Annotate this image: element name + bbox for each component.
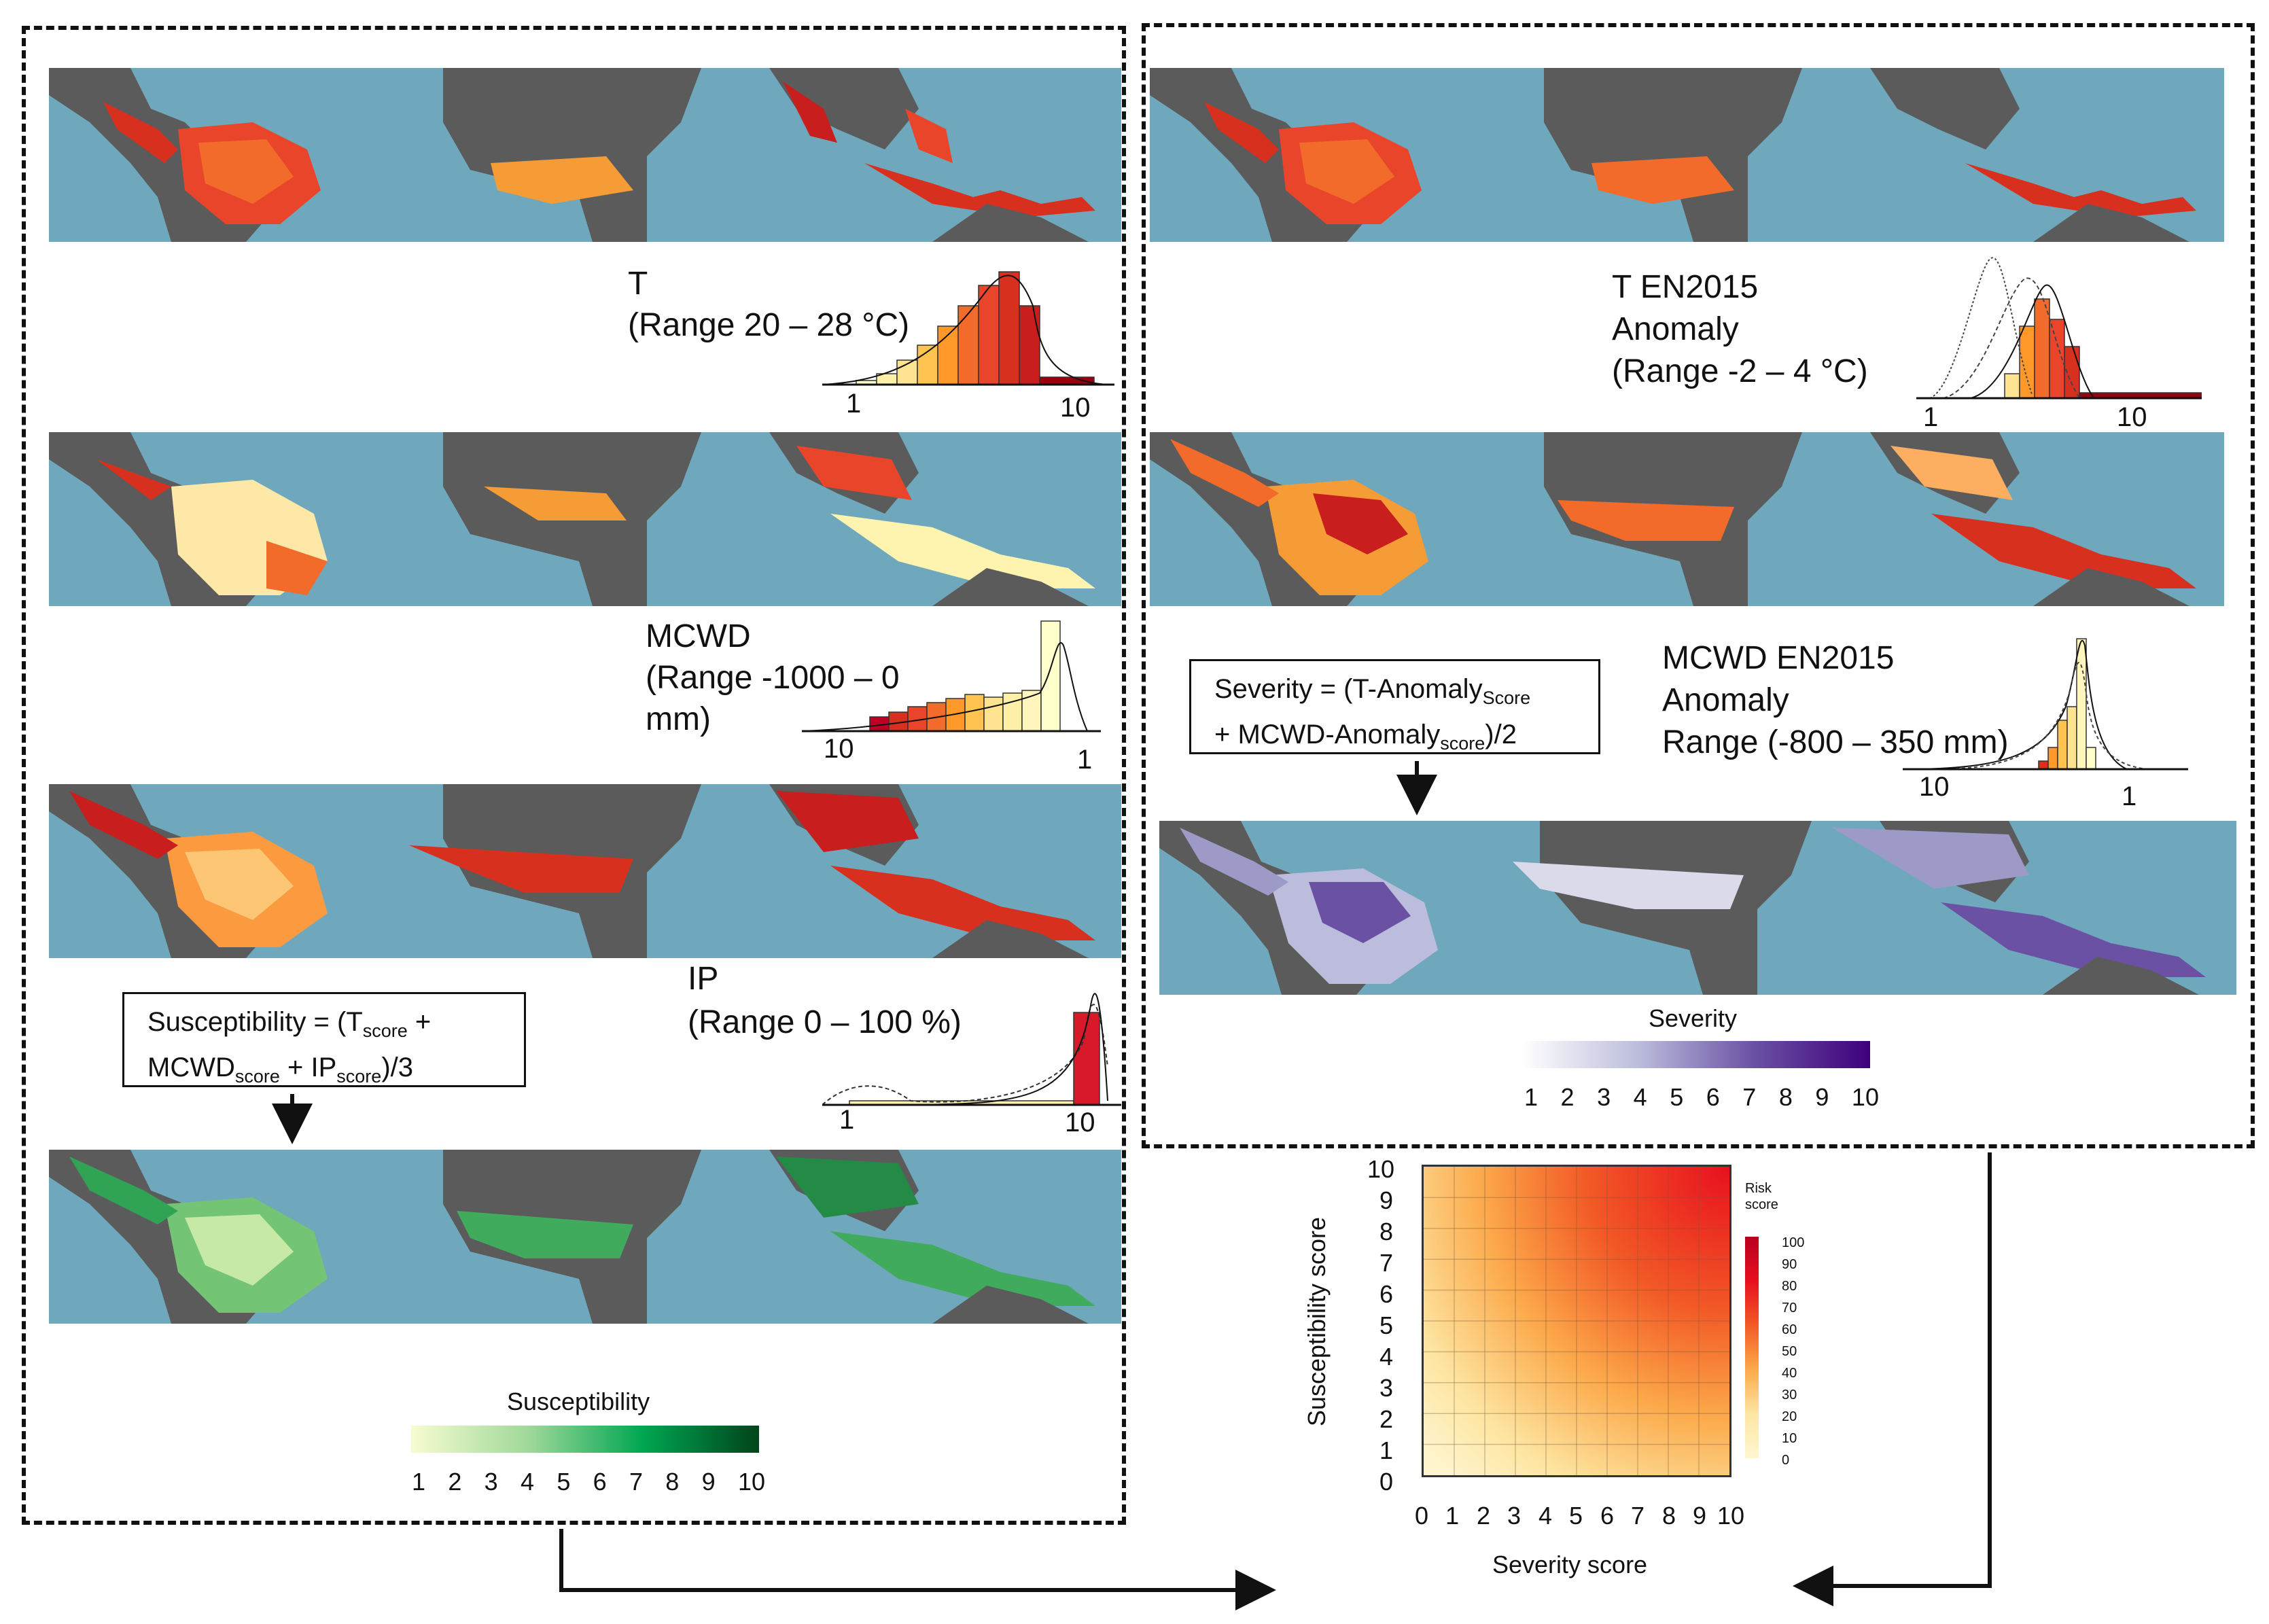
arrow-severity-to-risk: [1793, 1152, 1992, 1606]
map-temperature: [49, 68, 1121, 242]
ip-range: (Range 0 – 100 %): [688, 1004, 962, 1040]
susceptibility-legend-title: Susceptibility: [507, 1388, 650, 1415]
risk-x-tick: 10: [1717, 1502, 1745, 1530]
risk-legend-tick: 30: [1782, 1388, 1797, 1402]
mcwd-anom-line2: Anomaly: [1662, 682, 1789, 718]
susceptibility-formula: Susceptibility = (Tscore + MCWDscore + I…: [122, 992, 526, 1087]
risk-legend-title-1: Risk: [1745, 1181, 1772, 1196]
risk-x-tick: 7: [1631, 1502, 1645, 1530]
mcwd-anom-range: Range (-800 – 350 mm): [1662, 724, 2009, 760]
risk-x-tick: 9: [1693, 1502, 1707, 1530]
risk-y-tick: 5: [1379, 1311, 1394, 1339]
map-mcwd: [49, 432, 1121, 606]
t-title: T: [628, 266, 648, 302]
risk-y-tick: 1: [1379, 1436, 1394, 1464]
risk-legend-tick: 70: [1782, 1301, 1797, 1316]
map-t-anomaly: [1150, 68, 2224, 242]
risk-legend-tick: 80: [1782, 1279, 1797, 1294]
t-anom-histogram: [1916, 251, 2202, 401]
mcwd-anom-tick-low: 10: [1919, 772, 1950, 802]
susceptibility-panel: [22, 26, 1126, 1525]
ip-tick-low: 1: [839, 1105, 855, 1135]
severity-panel: [1142, 23, 2255, 1148]
severity-formula: Severity = (T-AnomalyScore + MCWD-Anomal…: [1189, 659, 1600, 754]
ip-tick-high: 10: [1065, 1108, 1095, 1137]
t-anom-tick-low: 1: [1923, 402, 1939, 432]
risk-x-tick: 1: [1445, 1502, 1460, 1530]
risk-legend-tick: 20: [1782, 1409, 1797, 1424]
risk-x-tick: 4: [1538, 1502, 1553, 1530]
severity-legend-numbers: 1 2 3 4 5 6 7 8 9 10: [1524, 1083, 1879, 1111]
mcwd-anom-tick-high: 1: [2122, 781, 2137, 811]
risk-y-tick: 0: [1379, 1468, 1394, 1496]
risk-y-tick: 2: [1379, 1405, 1394, 1433]
risk-legend-tick: 50: [1782, 1344, 1797, 1359]
risk-x-tick: 8: [1662, 1502, 1676, 1530]
severity-legend-title: Severity: [1649, 1004, 1738, 1032]
risk-legend-tick: 0: [1782, 1453, 1790, 1468]
t-anom-line2: Anomaly: [1612, 311, 1739, 347]
t-anom-title: T EN2015: [1612, 269, 1759, 305]
map-susceptibility: [49, 1150, 1121, 1324]
t-tick-low: 1: [846, 389, 862, 419]
mcwd-anom-histogram: [1903, 625, 2188, 775]
risk-y-title: Susceptibility score: [1303, 1216, 1331, 1427]
risk-x-tick: 2: [1477, 1502, 1491, 1530]
risk-legend-tick: 10: [1782, 1431, 1797, 1446]
mcwd-range-1: (Range -1000 – 0: [646, 660, 900, 696]
risk-x-tick: 5: [1569, 1502, 1583, 1530]
t-anom-range: (Range -2 – 4 °C): [1612, 353, 1868, 389]
risk-legend-tick: 90: [1782, 1257, 1797, 1272]
t-range: (Range 20 – 28 °C): [628, 307, 910, 343]
mcwd-tick-low: 10: [824, 734, 854, 764]
risk-y-tick: 9: [1379, 1186, 1394, 1214]
severity-legend-bar: [1522, 1041, 1870, 1068]
map-severity: [1159, 821, 2236, 995]
susceptibility-legend-bar: [411, 1426, 759, 1453]
risk-x-tick: 3: [1507, 1502, 1522, 1530]
t-anom-tick-high: 10: [2117, 402, 2147, 432]
risk-matrix: [1422, 1165, 1731, 1477]
risk-legend-bar: [1745, 1237, 1759, 1458]
risk-y-tick: 6: [1379, 1280, 1394, 1308]
t-histogram: [822, 265, 1114, 387]
mcwd-anom-title: MCWD EN2015: [1662, 640, 1895, 676]
arrow-susceptibility-to-risk: [559, 1529, 1276, 1610]
risk-legend-tick: 40: [1782, 1366, 1797, 1381]
map-mcwd-anomaly: [1150, 432, 2224, 606]
risk-x-title: Severity score: [1492, 1551, 1648, 1578]
risk-legend-tick: 100: [1782, 1235, 1805, 1250]
mcwd-histogram: [801, 612, 1101, 734]
risk-x-tick: 6: [1600, 1502, 1615, 1530]
susceptibility-legend-numbers: 1 2 3 4 5 6 7 8 9 10: [412, 1468, 765, 1496]
map-ip: [49, 784, 1121, 958]
risk-y-tick: 10: [1367, 1155, 1395, 1183]
risk-legend-title-2: score: [1745, 1197, 1778, 1212]
risk-y-tick: 3: [1379, 1374, 1394, 1402]
risk-y-tick: 7: [1379, 1249, 1394, 1277]
mcwd-title: MCWD: [646, 618, 751, 654]
t-tick-high: 10: [1060, 393, 1091, 423]
mcwd-tick-high: 1: [1077, 745, 1093, 775]
risk-y-tick: 8: [1379, 1218, 1394, 1246]
ip-histogram: [822, 965, 1121, 1108]
risk-legend-tick: 60: [1782, 1322, 1797, 1337]
risk-y-tick: 4: [1379, 1343, 1394, 1371]
risk-x-tick: 0: [1415, 1502, 1429, 1530]
ip-title: IP: [688, 961, 719, 997]
mcwd-range-2: mm): [646, 701, 711, 737]
